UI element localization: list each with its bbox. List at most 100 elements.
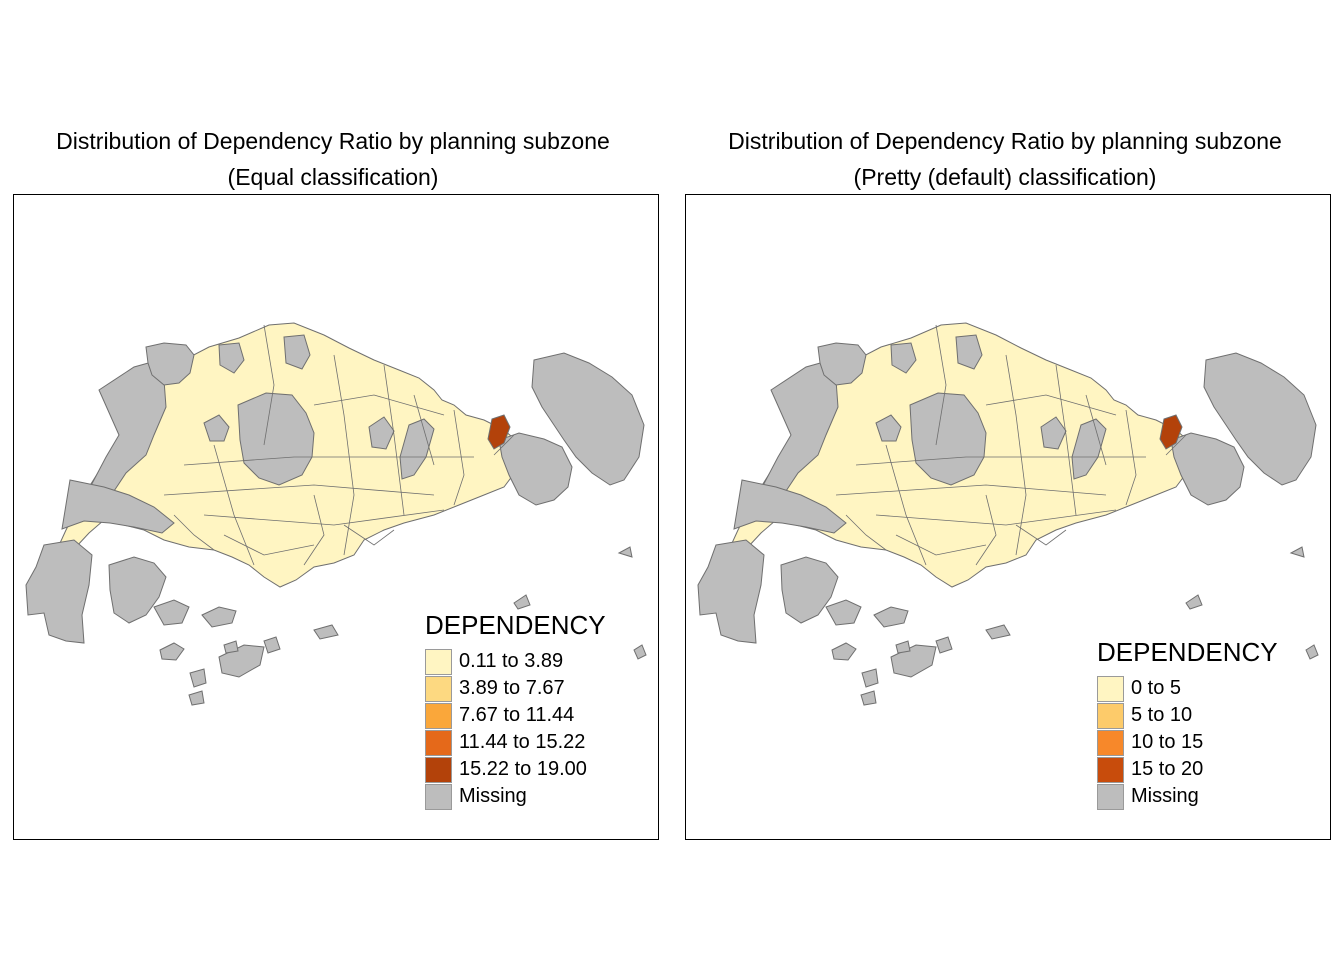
missing-area bbox=[825, 599, 862, 626]
legend-title: DEPENDENCY bbox=[1097, 637, 1278, 667]
legend-equal: DEPENDENCY 0.11 to 3.89 3.89 to 7.67 7.6… bbox=[425, 610, 606, 810]
subzone-boundary bbox=[303, 494, 325, 566]
island bbox=[189, 668, 207, 688]
subzone-boundary bbox=[223, 534, 315, 556]
island bbox=[223, 640, 239, 654]
island bbox=[263, 636, 281, 654]
missing-area bbox=[498, 432, 573, 506]
panel-title-line1: Distribution of Dependency Ratio by plan… bbox=[56, 128, 610, 154]
island bbox=[633, 644, 647, 660]
legend-swatch bbox=[1097, 783, 1124, 810]
subzone-boundary bbox=[493, 434, 515, 456]
legend-swatch bbox=[425, 756, 452, 783]
legend-items: 0.11 to 3.89 3.89 to 7.67 7.67 to 11.44 … bbox=[425, 648, 606, 810]
legend-item: 10 to 15 bbox=[1097, 729, 1278, 756]
island bbox=[1185, 594, 1203, 610]
high-dependency-subzone bbox=[487, 414, 511, 450]
subzone-boundary bbox=[413, 394, 435, 466]
missing-area bbox=[1040, 416, 1067, 450]
legend-label: Missing bbox=[459, 785, 527, 807]
legend-label: 7.67 to 11.44 bbox=[459, 704, 575, 726]
island bbox=[617, 546, 633, 558]
legend-item: Missing bbox=[425, 783, 606, 810]
high-dependency-subzone bbox=[1159, 414, 1183, 450]
legend-item: Missing bbox=[1097, 783, 1278, 810]
legend-item: 3.89 to 7.67 bbox=[425, 675, 606, 702]
missing-area bbox=[697, 539, 765, 644]
missing-area bbox=[531, 352, 645, 486]
legend-swatch bbox=[1097, 702, 1124, 729]
subzone-boundary bbox=[453, 409, 465, 506]
missing-area bbox=[1203, 352, 1317, 486]
subzone-boundary bbox=[163, 484, 435, 496]
missing-area bbox=[283, 334, 311, 370]
panel-title-line2: (Equal classification) bbox=[227, 164, 439, 190]
missing-area bbox=[108, 556, 167, 624]
map-frame-pretty: DEPENDENCY 0 to 5 5 to 10 10 to 15 15 to… bbox=[685, 194, 1331, 840]
island bbox=[159, 642, 185, 661]
island bbox=[831, 642, 857, 661]
legend-swatch bbox=[1097, 675, 1124, 702]
subzone-boundary bbox=[313, 394, 445, 416]
island bbox=[188, 690, 205, 706]
subzone-boundary bbox=[203, 509, 445, 526]
subzone-boundary bbox=[975, 494, 997, 566]
subzone-boundary bbox=[875, 509, 1117, 526]
subzone-boundary bbox=[1005, 354, 1027, 556]
legend-item: 15 to 20 bbox=[1097, 756, 1278, 783]
island bbox=[861, 668, 879, 688]
island bbox=[218, 644, 265, 678]
subzone-boundary bbox=[1085, 394, 1107, 466]
missing-area bbox=[733, 479, 847, 534]
island bbox=[895, 640, 911, 654]
legend-label: 3.89 to 7.67 bbox=[459, 677, 565, 699]
legend-swatch bbox=[425, 783, 452, 810]
legend-item: 15.22 to 19.00 bbox=[425, 756, 606, 783]
legend-label: 0.11 to 3.89 bbox=[459, 650, 564, 672]
subzone-boundary bbox=[333, 354, 355, 556]
missing-area bbox=[61, 479, 175, 534]
legend-swatch bbox=[425, 729, 452, 756]
legend-title: DEPENDENCY bbox=[425, 610, 606, 640]
missing-area bbox=[145, 342, 195, 386]
subzone-boundary bbox=[1015, 524, 1067, 546]
missing-area bbox=[817, 342, 867, 386]
map-frame-equal: DEPENDENCY 0.11 to 3.89 3.89 to 7.67 7.6… bbox=[13, 194, 659, 840]
subzone-boundary bbox=[1125, 409, 1137, 506]
legend-item: 5 to 10 bbox=[1097, 702, 1278, 729]
subzone-boundary bbox=[855, 456, 1146, 466]
subzone-boundary bbox=[985, 394, 1117, 416]
singapore-map-equal bbox=[25, 322, 647, 706]
missing-area bbox=[237, 392, 315, 486]
subzone-boundary bbox=[845, 514, 887, 551]
missing-area bbox=[1170, 432, 1245, 506]
legend-label: 15.22 to 19.00 bbox=[459, 758, 587, 780]
legend-item: 0.11 to 3.89 bbox=[425, 648, 606, 675]
legend-item: 7.67 to 11.44 bbox=[425, 702, 606, 729]
subzone-boundary bbox=[1055, 364, 1077, 516]
panel-title-line1: Distribution of Dependency Ratio by plan… bbox=[728, 128, 1282, 154]
panel-title-equal: Distribution of Dependency Ratio by plan… bbox=[13, 123, 653, 195]
island bbox=[513, 594, 531, 610]
island bbox=[313, 624, 339, 640]
legend-swatch bbox=[1097, 756, 1124, 783]
missing-area bbox=[875, 414, 902, 442]
panel-title-line2: (Pretty (default) classification) bbox=[853, 164, 1157, 190]
subzone-boundary bbox=[343, 524, 395, 546]
legend-label: 11.44 to 15.22 bbox=[459, 731, 586, 753]
subzone-boundary bbox=[835, 484, 1107, 496]
legend-item: 0 to 5 bbox=[1097, 675, 1278, 702]
missing-area bbox=[153, 599, 190, 626]
panel-title-pretty: Distribution of Dependency Ratio by plan… bbox=[685, 123, 1325, 195]
island bbox=[1289, 546, 1305, 558]
island bbox=[890, 644, 937, 678]
missing-area bbox=[25, 539, 93, 644]
legend-label: 5 to 10 bbox=[1131, 704, 1193, 726]
legend-label: Missing bbox=[1131, 785, 1199, 807]
legend-swatch bbox=[425, 648, 452, 675]
legend-item: 11.44 to 15.22 bbox=[425, 729, 606, 756]
missing-area bbox=[368, 416, 395, 450]
legend-label: 10 to 15 bbox=[1131, 731, 1204, 753]
island bbox=[985, 624, 1011, 640]
missing-area bbox=[218, 342, 245, 374]
